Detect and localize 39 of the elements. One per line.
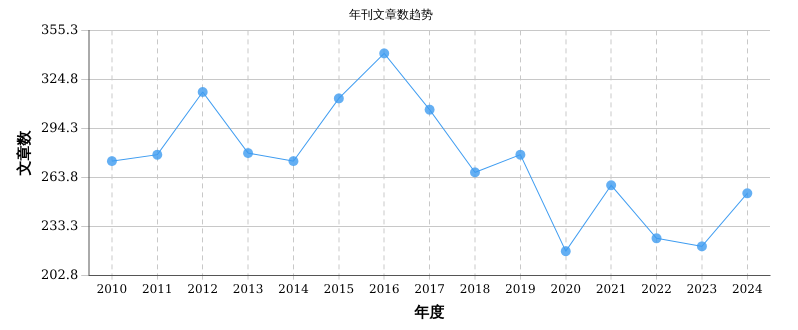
point — [243, 148, 254, 158]
x-tick-label: 2011 — [142, 282, 173, 296]
x-tick-label: 2018 — [460, 282, 490, 296]
x-tick-label: 2021 — [596, 282, 626, 296]
y-axis-title: 文章数 — [14, 130, 33, 176]
x-tick-label: 2010 — [96, 282, 128, 296]
point — [560, 246, 571, 256]
y-tick-label: 202.8 — [41, 268, 78, 283]
x-tick-label: 2019 — [505, 282, 536, 296]
x-tick-label: 2020 — [550, 282, 582, 296]
x-tick-label: 2015 — [324, 282, 354, 296]
y-tick-label: 294.3 — [41, 120, 78, 136]
chart-title: 年刊文章数趋势 — [349, 7, 433, 22]
x-tick-label: 2024 — [732, 282, 763, 296]
x-tick-label: 2013 — [232, 282, 264, 296]
point — [606, 180, 616, 190]
x-tick-label: 2012 — [187, 282, 218, 296]
point — [106, 156, 117, 166]
point — [470, 167, 480, 178]
x-tick-label: 2023 — [686, 282, 718, 296]
x-tick-label: 2016 — [368, 282, 400, 296]
point — [288, 156, 298, 166]
x-tick-label: 2022 — [641, 282, 672, 296]
x-axis-title: 年度 — [414, 302, 445, 321]
point — [515, 150, 526, 160]
point — [652, 233, 662, 244]
y-tick-label: 355.3 — [41, 22, 78, 38]
y-tick-label: 233.3 — [41, 218, 78, 234]
point — [424, 104, 435, 115]
point — [198, 86, 208, 97]
point — [742, 188, 752, 198]
x-tick-label: 2017 — [414, 282, 445, 296]
point — [152, 150, 162, 160]
point — [696, 241, 707, 252]
y-tick-label: 263.8 — [41, 170, 78, 185]
point — [334, 93, 344, 104]
y-tick-label: 324.8 — [41, 72, 78, 87]
x-tick-label: 2014 — [278, 282, 310, 296]
point — [379, 48, 390, 58]
